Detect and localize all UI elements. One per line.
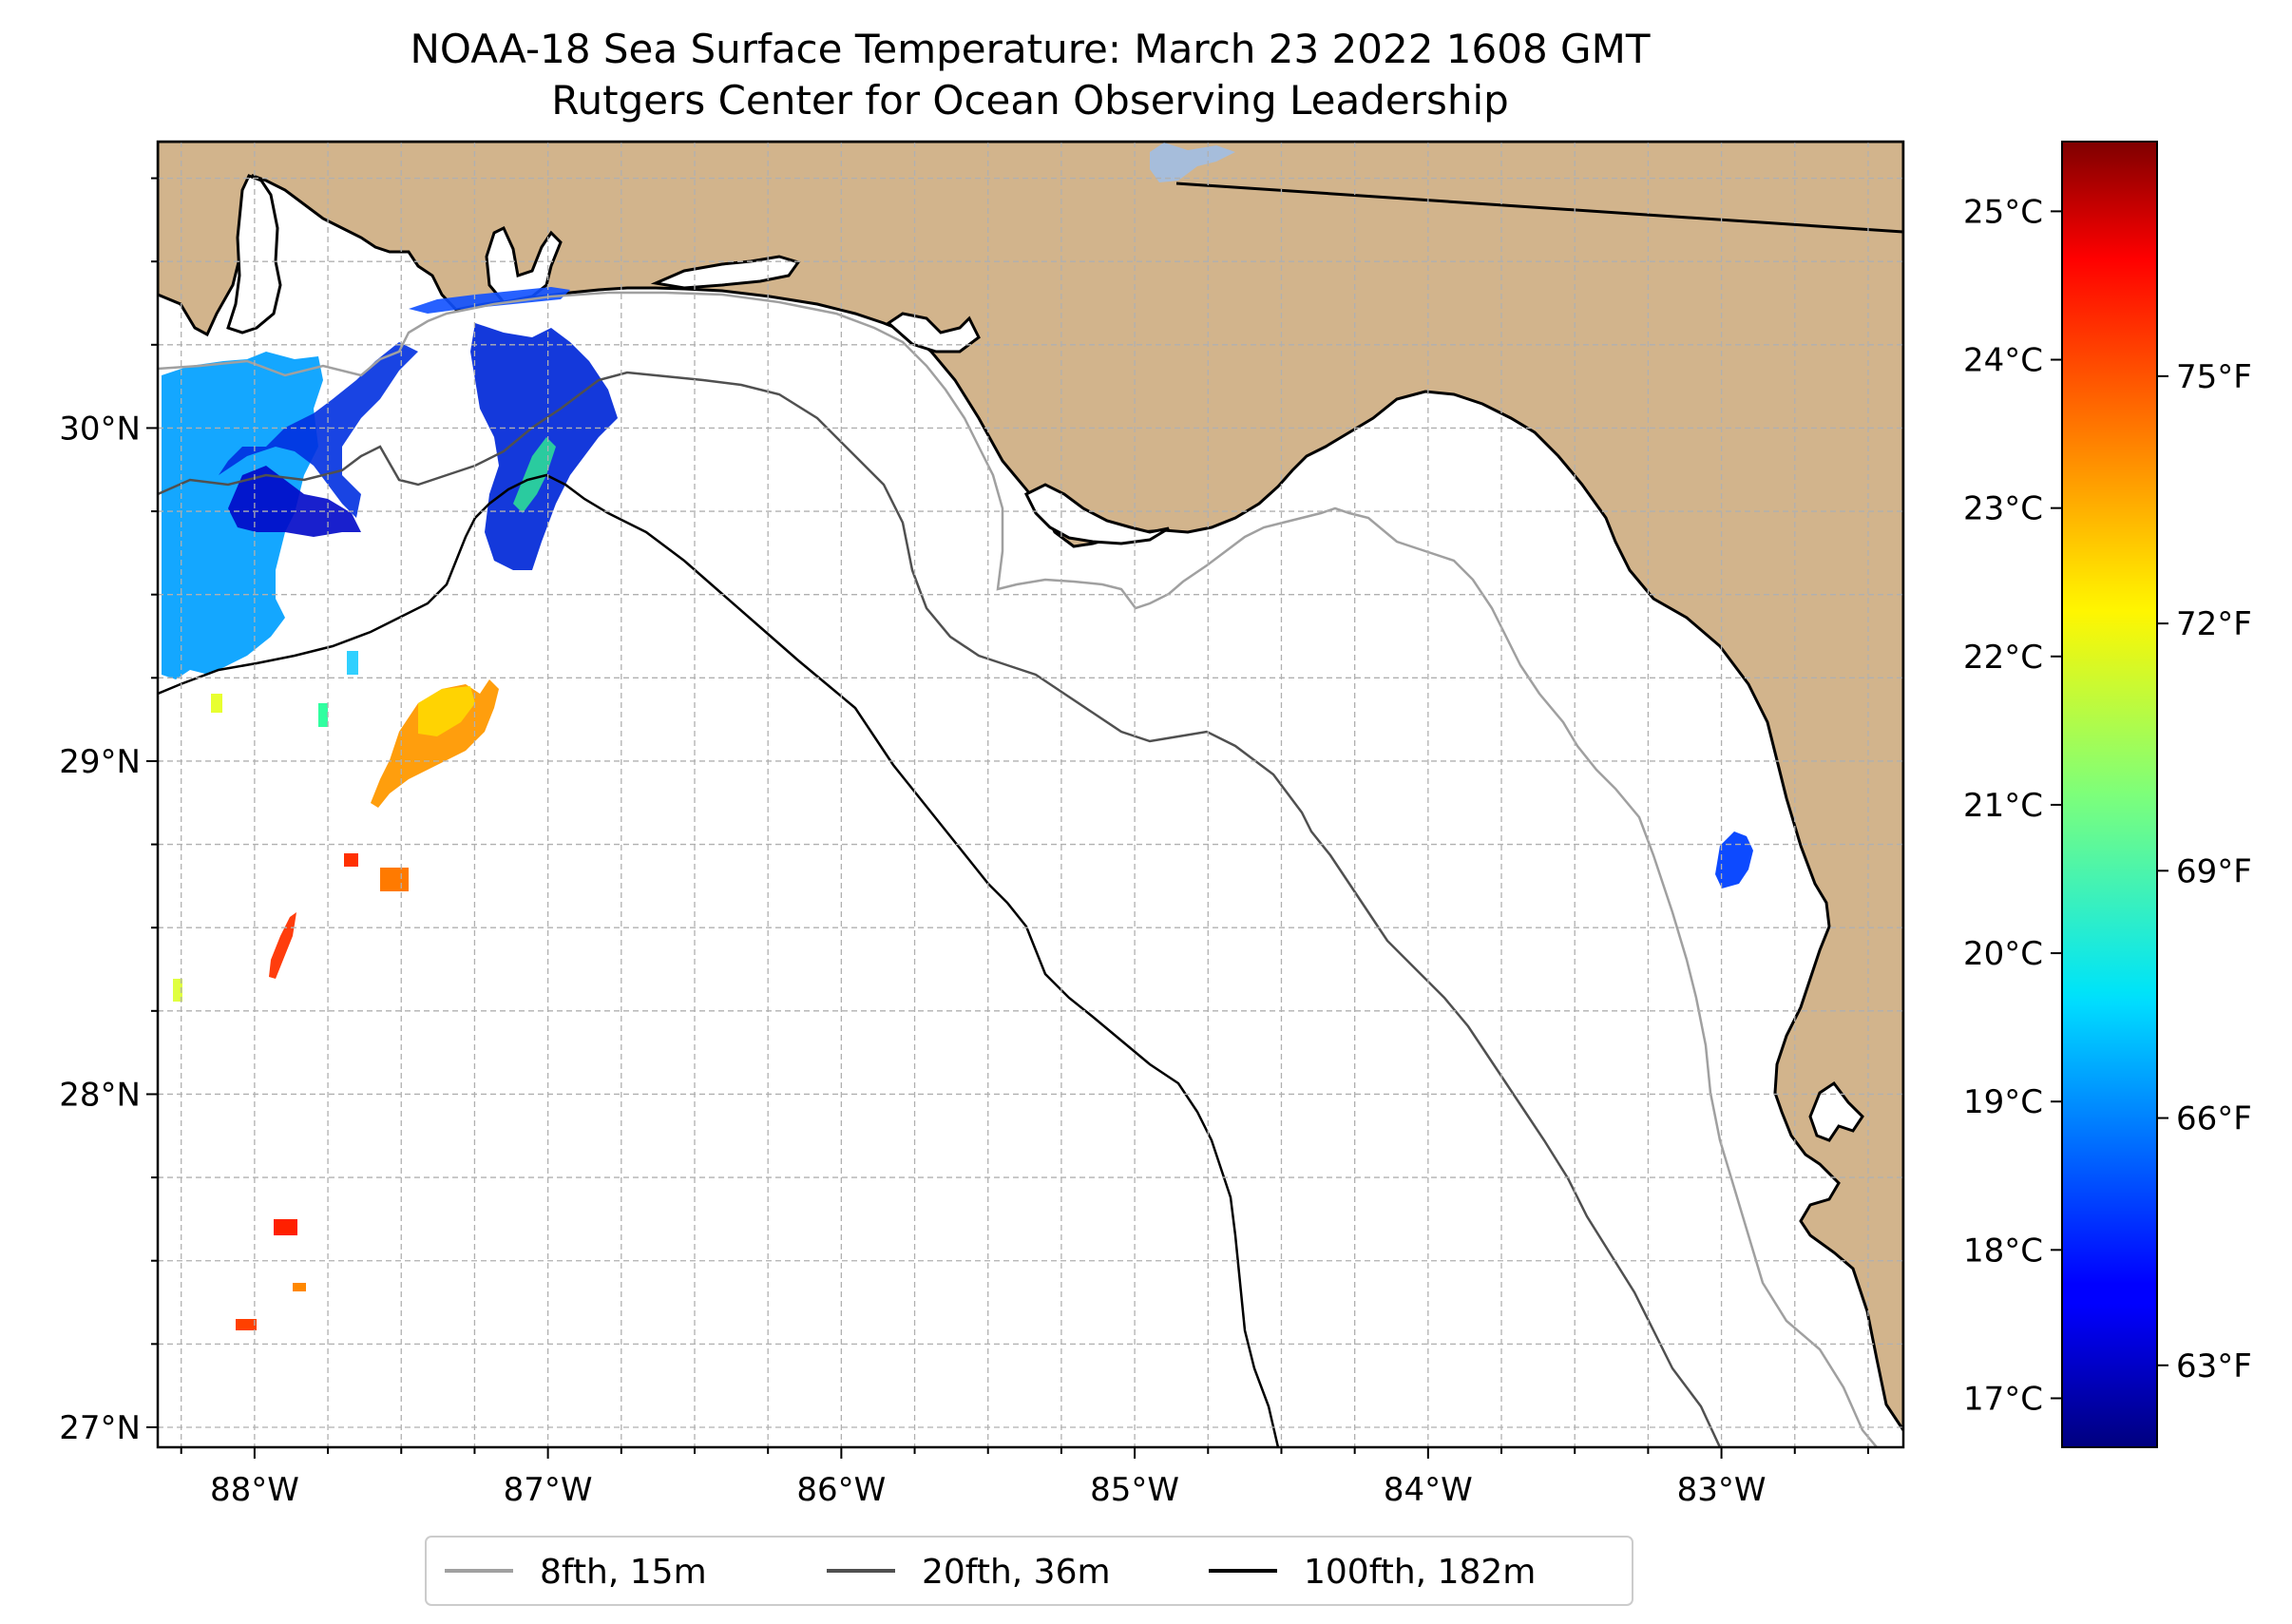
title-line-1: NOAA-18 Sea Surface Temperature: March 2… [411,26,1651,72]
sst-spot-8 [347,651,358,675]
sst-cluster-blue-2 [228,466,361,537]
sst-spot-3 [274,1219,297,1235]
sst-spot-6 [173,979,182,1002]
y-tick-label: 29°N [59,743,141,781]
lake [1150,143,1235,182]
celsius-tick-label: 20°C [1963,935,2043,973]
x-tick-label: 86°W [796,1471,886,1509]
y-tick-label: 28°N [59,1076,141,1114]
celsius-tick-label: 18°C [1963,1232,2043,1270]
colorbar-gradient [2061,141,2158,1448]
sst-data-layer [162,287,1753,1330]
celsius-tick-label: 23°C [1963,490,2043,528]
map-area [158,142,1903,1447]
celsius-tick-label: 19°C [1963,1083,2043,1121]
sst-spot-4 [236,1319,257,1330]
contour-20fth [158,371,1722,1447]
sst-spot-9 [318,703,328,727]
y-tick-label: 30°N [59,410,141,448]
sst-warm-patch-yellow [418,686,475,736]
x-tick-label: 83°W [1677,1471,1767,1509]
legend-box [425,1536,1633,1606]
sst-strip-north [409,287,570,314]
contour-100fth [158,473,1280,1447]
fahrenheit-tick-label: 75°F [2176,358,2252,396]
celsius-tick-label: 21°C [1963,787,2043,825]
map-frame [156,140,1905,1449]
sst-cluster-florida [1715,831,1753,888]
celsius-tick-label: 25°C [1963,193,2043,231]
colorbar-celsius-ticks: 17°C 18°C 19°C 20°C 21°C 22°C 23°C 24°C 25°C [1963,193,2062,1418]
y-axis: 27°N 28°N 29°N 30°N [59,177,158,1447]
fahrenheit-tick-label: 72°F [2176,605,2252,643]
legend-label-3: 100fth, 182m [1304,1553,1536,1592]
sst-cluster-central-green [513,437,556,513]
tampa-bay [1808,1080,1864,1142]
x-tick-label: 87°W [504,1471,593,1509]
state-border [1175,182,1903,234]
colorbar: 17°C 18°C 19°C 20°C 21°C 22°C 23°C 24°C 25°C 63°… [1963,141,2252,1448]
sst-spot-1 [380,868,409,891]
x-axis: 88°W 87°W 86°W 85°W 84°W 83°W [180,1447,1869,1509]
fahrenheit-tick-label: 69°F [2176,852,2252,890]
grid-lines [158,142,1903,1447]
mobile-bay [226,174,282,334]
x-tick-label: 88°W [210,1471,299,1509]
y-tick-label: 27°N [59,1409,141,1447]
celsius-tick-label: 22°C [1963,639,2043,677]
st-andrew-bay [886,312,981,353]
fahrenheit-tick-label: 66°F [2176,1100,2252,1138]
celsius-tick-label: 17°C [1963,1380,2043,1418]
land-north-coast [158,142,1903,1433]
fahrenheit-tick-label: 63°F [2176,1347,2252,1385]
sst-cluster-blue-1 [219,342,418,518]
x-tick-label: 84°W [1384,1471,1473,1509]
x-tick-label: 85°W [1090,1471,1179,1509]
choctawhatchee-bay [650,255,801,290]
contour-8fth [158,291,1878,1447]
legend-label-2: 20fth, 36m [922,1553,1111,1592]
sst-spot-2 [344,853,358,867]
legend: 8fth, 15m 20fth, 36m 100fth, 182m [425,1536,1633,1606]
title-line-2: Rutgers Center for Ocean Observing Leade… [551,77,1509,124]
celsius-tick-label: 24°C [1963,342,2043,380]
sst-streak-red [269,912,296,979]
apalachicola-bay [1023,483,1170,545]
sst-spot-7 [211,694,222,713]
legend-label-1: 8fth, 15m [540,1553,707,1592]
sst-spot-5 [293,1283,306,1291]
pensacola-bay [485,225,563,304]
colorbar-fahrenheit-ticks: 63°F 66°F 69°F 72°F 75°F [2157,358,2252,1385]
